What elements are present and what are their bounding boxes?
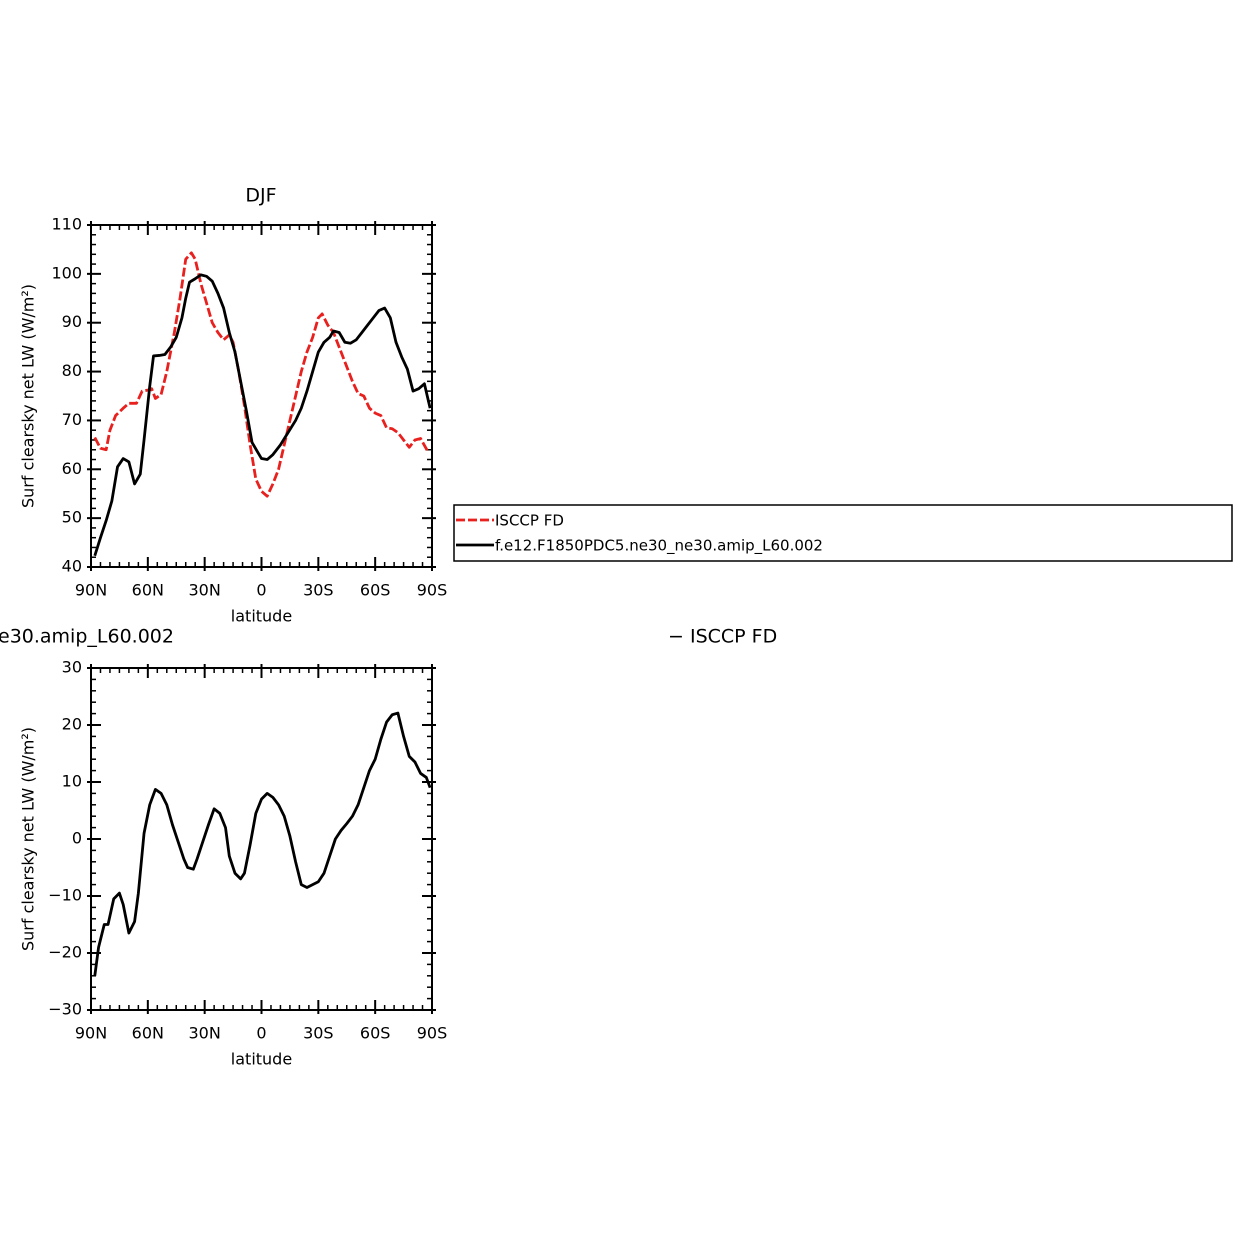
x-tick-label: 60N <box>132 581 164 600</box>
chart-title: DJF <box>245 185 276 207</box>
x-tick-label: 30N <box>189 1024 221 1043</box>
legend-box <box>453 504 1233 562</box>
x-axis-label: latitude <box>231 607 292 626</box>
x-tick-label: 0 <box>256 581 266 600</box>
x-tick-label: 90S <box>417 1024 448 1043</box>
y-tick-label: 50 <box>62 508 82 527</box>
x-tick-label: 30N <box>189 581 221 600</box>
y-tick-label: 110 <box>51 215 82 234</box>
y-tick-label: 0 <box>72 829 82 848</box>
y-axis-label: Surf clearsky net LW (W/m²) <box>19 284 38 508</box>
x-tick-label: 30S <box>303 1024 334 1043</box>
x-tick-label: 60S <box>360 1024 391 1043</box>
plot-frame <box>90 667 433 1011</box>
x-tick-label: 90N <box>75 581 107 600</box>
y-tick-label: 70 <box>62 410 82 429</box>
y-tick-label: 90 <box>62 312 82 331</box>
x-axis-label: latitude <box>231 1050 292 1069</box>
y-tick-label: 30 <box>62 658 82 677</box>
chart-title-left: e30.amip_L60.002 <box>0 626 174 648</box>
y-tick-label: 10 <box>62 772 82 791</box>
y-tick-label: 60 <box>62 459 82 478</box>
legend-label: ISCCP FD <box>495 512 564 530</box>
y-tick-label: 100 <box>51 263 82 282</box>
y-tick-label: 20 <box>62 715 82 734</box>
x-tick-label: 60N <box>132 1024 164 1043</box>
data-line <box>93 711 432 976</box>
x-tick-label: 90S <box>417 581 448 600</box>
x-tick-label: 30S <box>303 581 334 600</box>
x-tick-label: 0 <box>256 1024 266 1043</box>
y-axis-label: Surf clearsky net LW (W/m²) <box>19 727 38 951</box>
plot-frame <box>90 224 433 568</box>
x-tick-label: 90N <box>75 1024 107 1043</box>
legend-label: f.e12.F1850PDC5.ne30_ne30.amip_L60.002 <box>495 537 823 556</box>
y-tick-label: −20 <box>48 943 82 962</box>
y-tick-label: −30 <box>48 1000 82 1019</box>
y-tick-label: −10 <box>48 886 82 905</box>
y-tick-label: 40 <box>62 557 82 576</box>
y-tick-label: 80 <box>62 361 82 380</box>
x-tick-label: 60S <box>360 581 391 600</box>
data-line <box>93 251 430 498</box>
chart-title-right: − ISCCP FD <box>668 626 777 648</box>
data-line <box>93 273 432 557</box>
